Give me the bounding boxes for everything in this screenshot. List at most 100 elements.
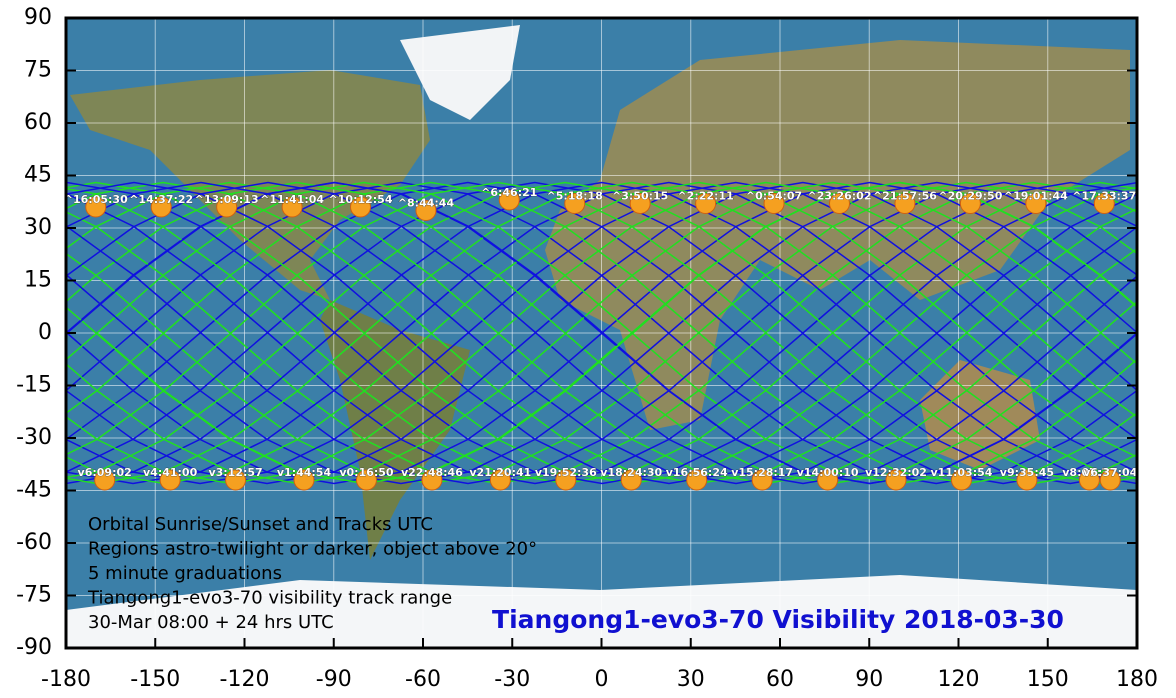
pass-label: v12:32:02	[865, 466, 927, 479]
map-background: ^16:05:30 ^14:37:22 ^13:09:13 ^11:41:04 ^10:…	[64, 18, 1138, 648]
pass-marker	[415, 200, 437, 221]
x-tick-label: 120	[938, 667, 980, 692]
pass-marker	[421, 469, 443, 491]
note-line: 5 minute graduations	[88, 563, 282, 584]
pass-label: v3:12:57	[208, 466, 262, 479]
x-tick-label: -30	[494, 667, 530, 692]
pass-label: ^19:01:44	[1004, 190, 1068, 203]
y-tick-label: -30	[16, 425, 52, 450]
pass-label: v18:24:30	[600, 466, 662, 479]
pass-label: ^10:12:54	[329, 193, 393, 206]
y-tick-label: -75	[16, 583, 52, 608]
pass-label: v19:52:36	[535, 466, 597, 479]
pass-marker	[1025, 193, 1047, 214]
pass-label: v6:09:02	[78, 466, 132, 479]
pass-marker	[498, 189, 520, 211]
y-tick-label: -90	[16, 635, 52, 660]
pass-marker	[555, 469, 577, 491]
pass-label: v9:35:45	[1000, 466, 1054, 479]
pass-label: ^2:22:11	[677, 190, 733, 203]
x-tick-label: 180	[1116, 667, 1158, 692]
y-tick-label: -15	[16, 373, 52, 398]
pass-marker	[159, 469, 181, 491]
x-tick-label: 30	[677, 667, 705, 692]
pass-marker	[817, 469, 839, 491]
pass-marker	[1078, 469, 1100, 491]
y-tick-label: 45	[24, 163, 52, 188]
y-tick-label: 30	[24, 215, 52, 240]
pass-label: ^16:05:30	[64, 193, 128, 206]
note-line: Regions astro-twilight or darker, object…	[88, 539, 537, 560]
pass-label: v15:28:17	[731, 466, 793, 479]
pass-label: ^6:46:21	[481, 186, 537, 199]
pass-marker	[225, 469, 247, 491]
y-tick-label: -60	[16, 530, 52, 555]
pass-label: ^3:50:15	[612, 190, 668, 203]
pass-label: ^23:26:02	[808, 190, 872, 203]
x-tick-label: -90	[316, 667, 352, 692]
y-tick-label: 0	[38, 320, 52, 345]
pass-marker	[489, 469, 511, 491]
x-tick-label: -150	[130, 667, 180, 692]
x-tick-label: -120	[220, 667, 270, 692]
greenland	[400, 25, 520, 120]
pass-label: ^13:09:13	[195, 193, 259, 206]
note-line: 30-Mar 08:00 + 24 hrs UTC	[88, 612, 334, 633]
pass-marker	[350, 196, 372, 218]
y-tick-label: 75	[24, 58, 52, 83]
pass-marker	[620, 469, 642, 491]
x-tick-label: 0	[595, 667, 609, 692]
pass-marker	[950, 469, 972, 491]
pass-marker	[695, 193, 717, 214]
pass-label: v6:37:04	[1083, 466, 1138, 479]
pass-label: v4:41:00	[143, 466, 198, 479]
pass-marker	[1099, 469, 1121, 491]
pass-label: v1:44:54	[277, 466, 332, 479]
markers: ^16:05:30 ^14:37:22 ^13:09:13 ^11:41:04 ^10:…	[64, 186, 1138, 491]
pass-label: v14:00:10	[797, 466, 859, 479]
y-tick-label: 60	[24, 110, 52, 135]
pass-label: ^14:37:22	[129, 193, 193, 206]
note-line: Orbital Sunrise/Sunset and Tracks UTC	[88, 514, 433, 535]
pass-marker	[150, 196, 172, 218]
pass-marker	[885, 469, 907, 491]
x-tick-label: -180	[41, 667, 91, 692]
pass-marker	[293, 469, 315, 491]
pass-marker	[763, 193, 785, 214]
pass-marker	[85, 196, 107, 218]
pass-label: v0:16:50	[339, 466, 394, 479]
y-tick-label: 15	[24, 268, 52, 293]
pass-marker	[686, 469, 708, 491]
south-america	[320, 300, 470, 560]
pass-marker	[94, 469, 116, 491]
pass-marker	[564, 193, 586, 214]
pass-marker	[355, 469, 377, 491]
pass-marker	[894, 193, 916, 214]
pass-marker	[751, 469, 773, 491]
axes: -180 -150 -120 -90 -60 -30 0 30 60 90 120 150 180-90…	[16, 5, 1158, 692]
pass-marker	[1016, 469, 1038, 491]
pass-label: ^11:41:04	[260, 193, 324, 206]
pass-marker	[959, 193, 981, 214]
x-tick-label: 90	[855, 667, 883, 692]
pass-label: v22:48:46	[401, 466, 463, 479]
pass-label: ^21:57:56	[873, 190, 937, 203]
y-tick-label: -45	[16, 478, 52, 503]
x-tick-label: 60	[766, 667, 794, 692]
pass-marker	[829, 193, 850, 214]
pass-label: ^5:18:18	[547, 190, 603, 203]
pass-label: v16:56:24	[666, 466, 728, 479]
pass-label: ^0:54:07	[746, 190, 802, 203]
pass-label: ^20:29:50	[938, 190, 1002, 203]
pass-marker	[1093, 193, 1115, 214]
pass-marker	[281, 196, 303, 218]
pass-marker	[629, 193, 651, 214]
pass-label: v11:03:54	[931, 466, 993, 479]
x-tick-label: 150	[1027, 667, 1069, 692]
note-line: Tiangong1-evo3-70 visibility track range	[87, 588, 452, 609]
chart-title: Tiangong1-evo3-70 Visibility 2018-03-30	[492, 605, 1064, 634]
notes: Orbital Sunrise/Sunset and Tracks UTC Reg…	[87, 514, 537, 633]
pass-label: ^8:44:44	[398, 197, 455, 210]
x-tick-label: -60	[405, 667, 441, 692]
